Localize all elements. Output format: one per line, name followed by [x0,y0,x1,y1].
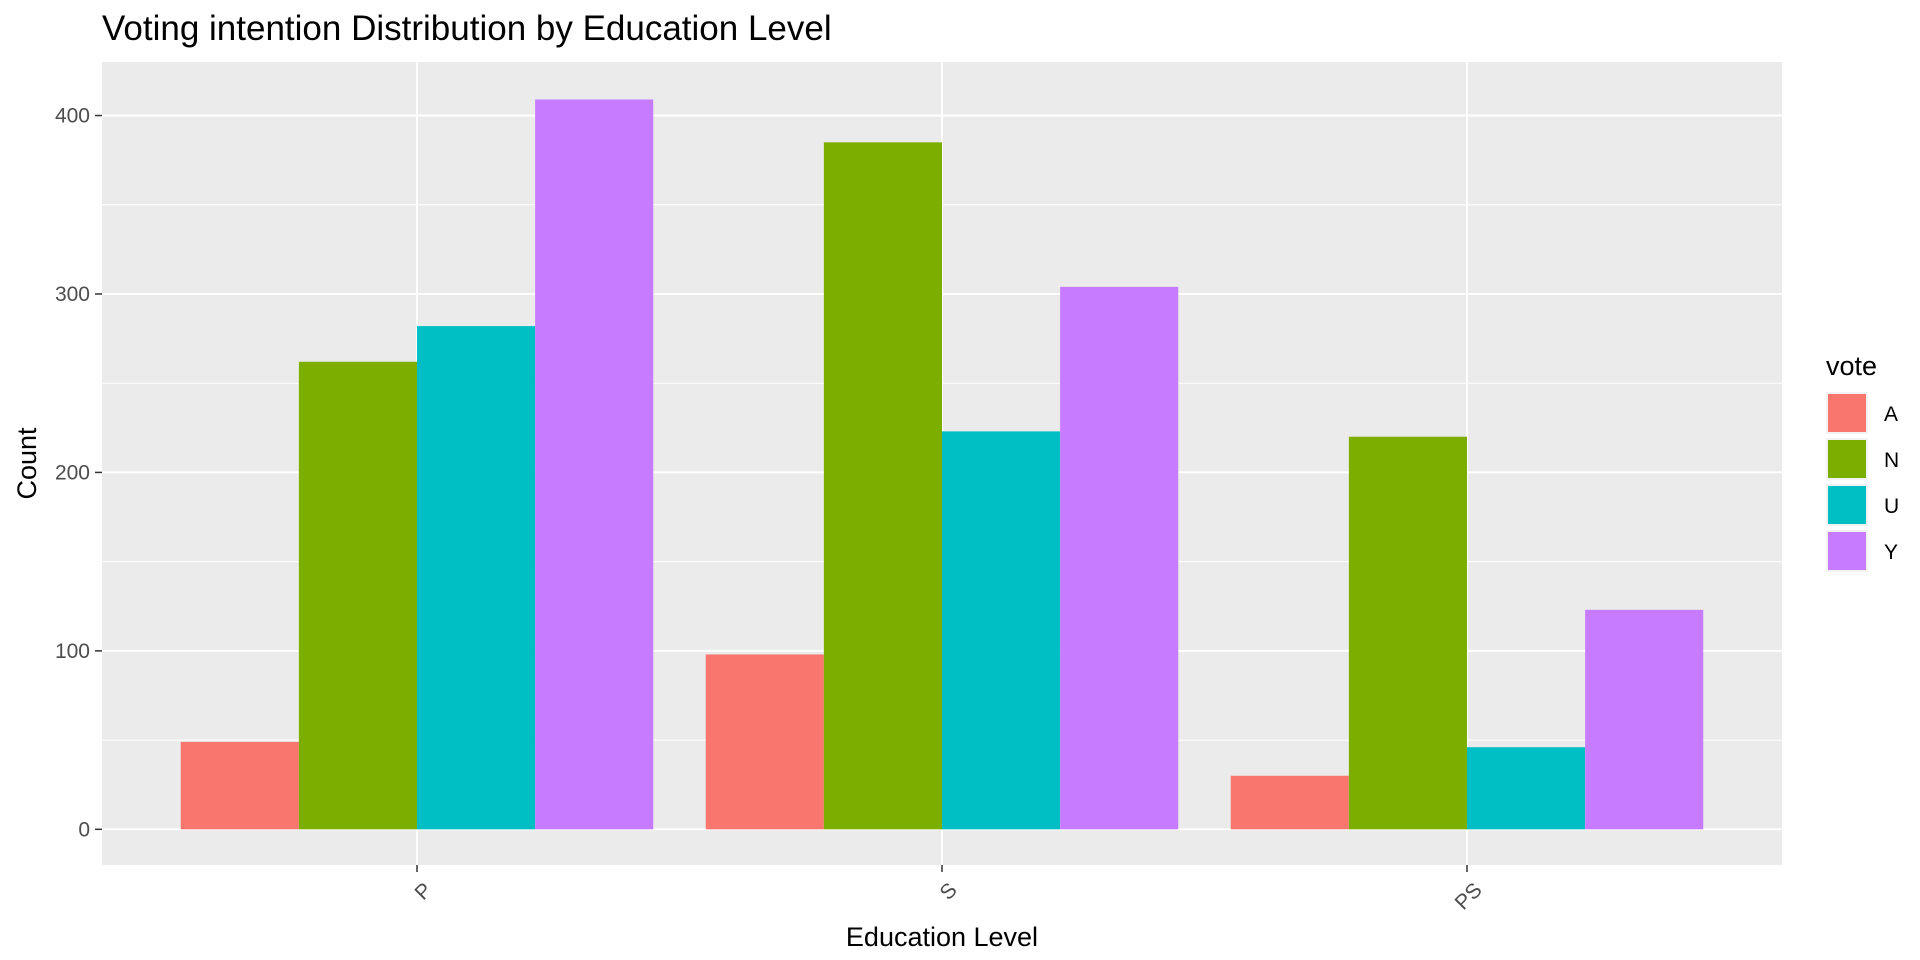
bar-S-A [705,654,824,830]
chart-title: Voting intention Distribution by Educati… [102,9,832,48]
bar-P-Y [535,99,654,830]
y-tick-label: 0 [78,818,90,841]
legend-title: vote [1826,351,1877,381]
bar-S-U [942,431,1061,830]
bars-group [180,99,1704,830]
bar-P-U [417,326,536,830]
bar-S-Y [1060,286,1179,830]
y-axis-title: Count [12,427,42,500]
x-axis-title: Education Level [846,922,1038,952]
bar-P-N [298,361,417,830]
legend-label-A: A [1884,403,1898,426]
bar-PS-Y [1585,609,1704,830]
bar-PS-A [1230,775,1349,830]
x-tick-label: S [936,878,962,904]
bar-PS-N [1348,436,1467,830]
x-tick-label: PS [1451,878,1487,914]
legend-label-U: U [1884,495,1899,518]
legend-swatch-A [1828,394,1866,432]
legend-swatch-Y [1828,532,1866,570]
y-tick-label: 200 [55,461,90,484]
y-tick-label: 100 [55,640,90,663]
plot-panel [102,62,1782,865]
legend-label-Y: Y [1884,541,1898,564]
bar-P-A [180,741,299,830]
x-axis: P S PS [411,865,1487,915]
y-tick-label: 300 [55,283,90,306]
legend-swatch-N [1828,440,1866,478]
y-axis: 0 100 200 300 400 [55,105,102,841]
legend-label-N: N [1884,449,1899,472]
y-tick-label: 400 [55,105,90,128]
legend-swatch-U [1828,486,1866,524]
bar-PS-U [1467,747,1586,830]
x-tick-label: P [411,878,437,904]
bar-S-N [823,142,942,830]
